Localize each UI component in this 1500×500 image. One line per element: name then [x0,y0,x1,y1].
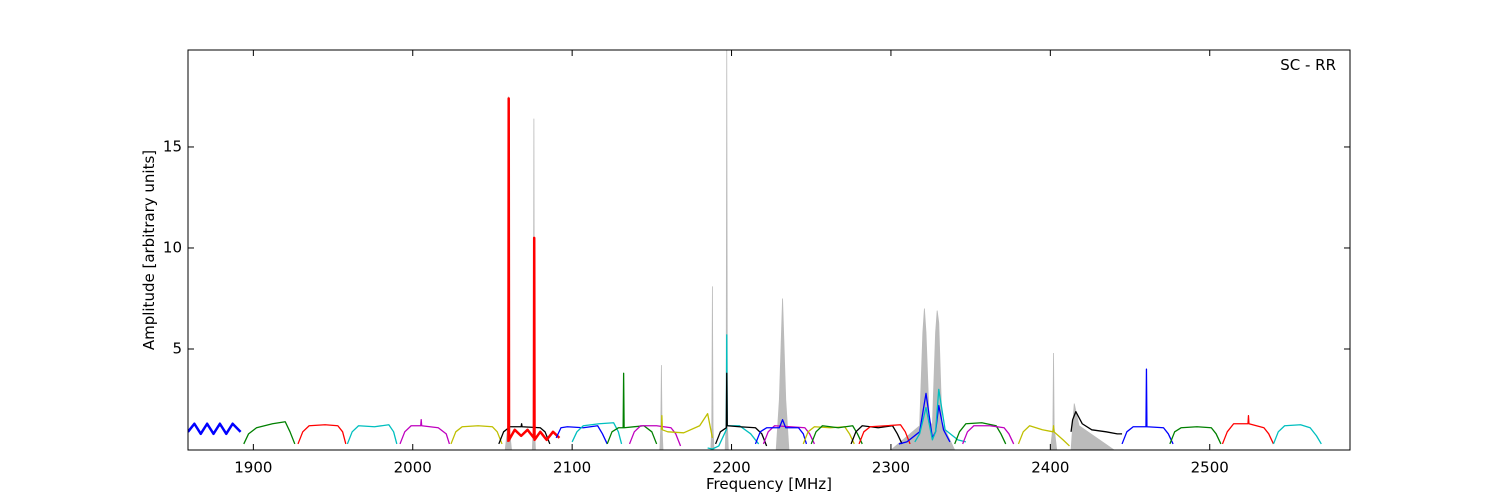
series-line [571,422,623,445]
x-tick-label: 2500 [1191,459,1229,477]
series-line [802,426,855,445]
series-line [507,97,561,442]
series-line [1169,426,1222,445]
y-axis-label: Amplitude [arbitrary units] [140,150,158,350]
series-line [914,388,967,443]
series-line [555,425,608,445]
x-tick-label: 2200 [712,459,750,477]
y-tick-label: 10 [163,238,182,256]
series-line [660,412,714,439]
y-tick-label: 15 [163,137,182,155]
envelope-area [504,50,1115,450]
series-line [1221,415,1275,445]
series-line [754,419,808,445]
axes-frame [187,49,1351,451]
series-line [1272,424,1322,445]
x-axis-label: Frequency [MHz] [706,475,832,493]
series-line [297,424,347,445]
series-line [450,425,503,445]
x-tick-label: 2300 [872,459,910,477]
series-line [498,423,551,445]
series-line [1121,368,1174,445]
series-line [606,372,658,445]
x-tick-label: 1900 [234,459,272,477]
series-line [243,421,296,445]
series-line [1070,410,1123,435]
series-line [707,334,760,450]
series-line [962,425,1015,445]
annotation: SC - RR [1280,56,1336,74]
series-line [399,419,451,445]
series-line [810,425,863,445]
series-line [858,424,911,445]
y-tick-label: 5 [172,339,182,357]
plot-area [188,50,1322,450]
series-line [1017,425,1070,447]
series-line [850,425,903,445]
x-tick-label: 2000 [394,459,432,477]
series-line [762,425,816,445]
series-line [954,422,1007,445]
x-tick-label: 2400 [1031,459,1069,477]
series-line [628,425,682,447]
series-line [188,422,242,436]
series-line [346,424,398,445]
x-tick-label: 2100 [553,459,591,477]
